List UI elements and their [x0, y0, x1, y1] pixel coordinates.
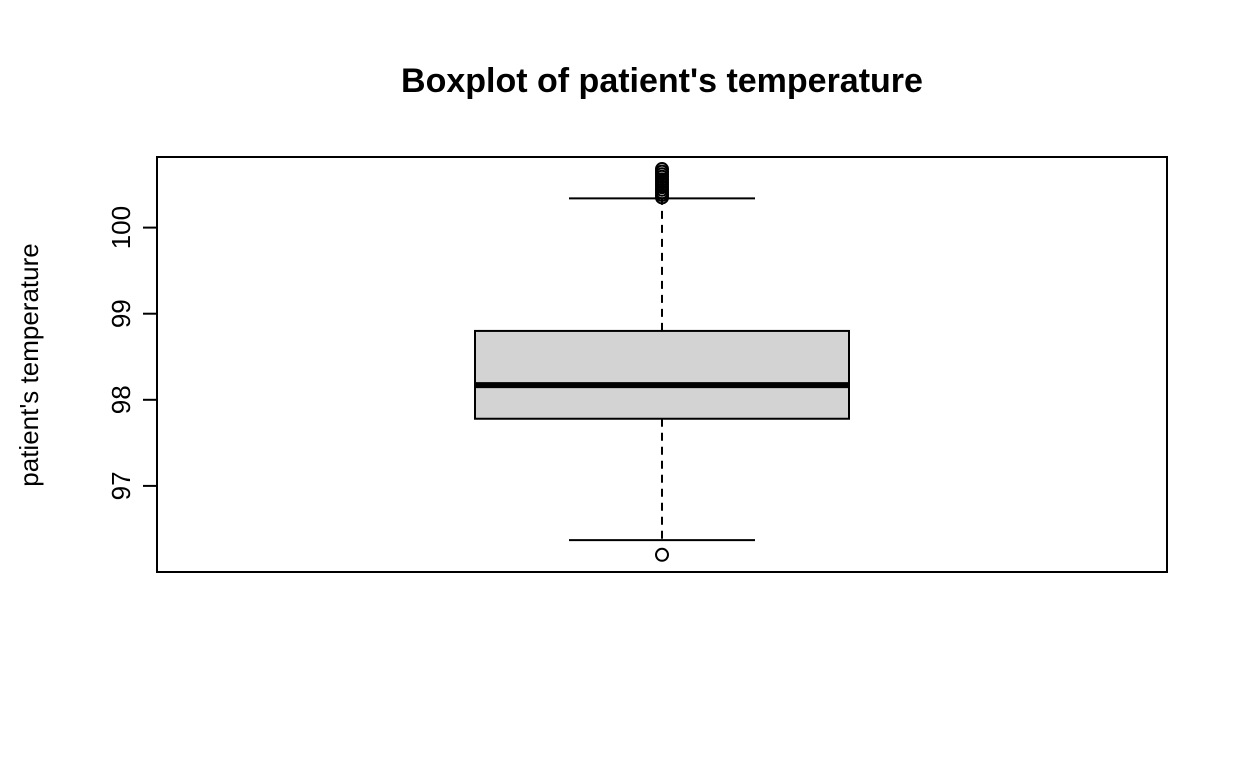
y-axis: 97 98 99 100	[106, 206, 157, 500]
box-group	[474, 162, 850, 562]
plot-frame	[156, 156, 1168, 573]
y-tick-label: 99	[106, 299, 136, 328]
y-tick-label: 97	[106, 471, 136, 500]
y-axis-label: patient's temperature	[14, 243, 44, 486]
outlier-point	[655, 547, 669, 562]
y-tick-label: 98	[106, 385, 136, 414]
iqr-box	[474, 329, 850, 420]
y-tick-label: 100	[106, 206, 136, 249]
chart-title: Boxplot of patient's temperature	[401, 62, 923, 100]
outlier-point	[655, 162, 669, 177]
